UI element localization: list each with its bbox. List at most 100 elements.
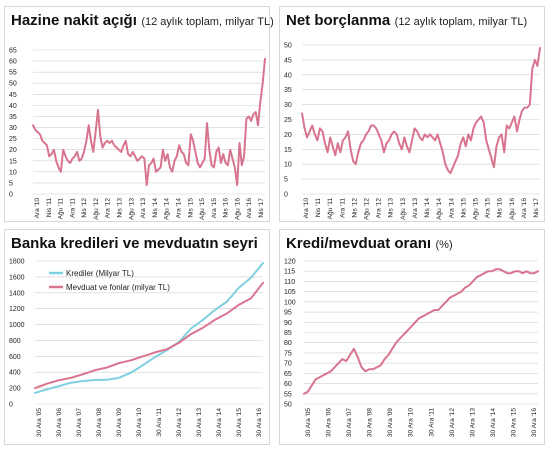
y-tick-label: 25 [9,136,17,143]
y-tick-label: 85 [284,330,292,337]
y-tick-label: 35 [284,87,292,94]
panel-hazine-nakit-acigi: Hazine nakit açığı (12 aylık toplam, mil… [4,6,274,222]
x-tick-label: 30 Ara '06 [326,408,333,437]
y-tick-label: 100 [284,299,296,306]
y-tick-label: 35 [9,114,17,121]
y-tick-label: 65 [284,371,292,378]
x-tick-label: 30 Ara '15 [236,408,243,437]
chart-title-row: Banka kredileri ve mevduatın seyri [11,235,258,253]
y-tick-label: 50 [284,43,292,50]
y-tick-label: 20 [284,132,292,139]
y-tick-label: 30 [9,125,17,132]
x-tick-label: 30 Ara '08 [96,408,103,437]
x-tick-label: Ara '11 [69,198,76,218]
y-tick-label: 600 [9,354,21,361]
y-tick-label: 0 [9,192,13,199]
chart-subtitle: (12 aylık toplam, milyar TL) [394,16,528,28]
series-line-0 [301,47,541,175]
chart-subtitle: (%) [435,239,453,251]
x-tick-label: Ara '14 [175,198,182,219]
y-tick-label: 65 [9,48,17,55]
x-tick-label: 30 Ara '14 [216,408,223,437]
x-tick-label: Ağu '15 [199,198,206,220]
x-tick-label: 30 Ara '12 [449,408,456,437]
y-tick-label: 1600 [9,274,25,281]
chart-title-row: Net borçlanma (12 aylık toplam, milyar T… [286,12,527,30]
legend-label: Mevduat ve fonlar (milyar TL) [66,283,170,292]
y-tick-label: 60 [284,381,292,388]
y-tick-label: 105 [284,289,296,296]
chart-title: Kredi/mevduat oranı [286,235,432,252]
x-tick-label: Ağu '16 [234,198,241,220]
y-tick-label: 45 [9,92,17,99]
x-tick-label: Nis '15 [187,198,194,218]
x-tick-label: Nis '16 [497,198,504,218]
x-tick-label: Nis '12 [351,198,358,218]
x-tick-label: Ağu '11 [58,198,65,220]
x-tick-label: Ara '10 [34,198,41,219]
chart-title-row: Hazine nakit açığı (12 aylık toplam, mil… [11,12,274,30]
y-tick-label: 30 [284,102,292,109]
y-tick-label: 110 [284,279,295,286]
y-tick-label: 1000 [9,322,25,329]
y-tick-label: 70 [284,361,292,368]
y-tick-label: 50 [284,402,292,409]
x-tick-label: 30 Ara '08 [367,408,374,437]
x-tick-label: 30 Ara '11 [156,408,163,437]
x-tick-label: Nis '17 [533,198,540,218]
y-tick-label: 1400 [9,290,25,297]
x-tick-label: 30 Ara '10 [136,408,143,437]
y-tick-label: 0 [9,402,13,409]
y-tick-label: 1800 [9,259,25,266]
chart-net-borclanma: 0 5 10 15 20 25 30 35 40 45 50 Ara '10 Nis '11 Ağu '1… [284,43,541,220]
y-tick-label: 120 [284,259,296,266]
series-line-0 [32,57,266,187]
y-tick-label: 200 [9,386,21,393]
x-tick-label: Ara '11 [339,198,346,218]
x-tick-label: Ara '12 [376,198,383,219]
x-tick-label: Nis '17 [258,198,265,218]
y-tick-label: 10 [9,169,17,176]
x-tick-label: 30 Ara '10 [408,408,415,437]
x-tick-label: Nis '11 [46,198,53,218]
x-tick-label: Ağu '14 [436,198,443,220]
x-tick-label: Ara '16 [521,198,528,219]
y-tick-label: 45 [284,57,292,64]
y-tick-label: 75 [284,350,292,357]
x-tick-label: 30 Ara '11 [428,408,435,437]
y-tick-label: 95 [284,310,292,317]
x-tick-label: Nis '12 [81,198,88,218]
x-tick-label: Ara '15 [211,198,218,219]
series-line-0 [34,262,264,394]
series-line-0 [303,268,539,395]
y-tick-label: 80 [284,340,292,347]
y-tick-label: 90 [284,320,292,327]
x-tick-label: Nis '13 [388,198,395,218]
x-tick-label: Ağu '13 [128,198,135,220]
x-tick-label: Nis '14 [424,198,431,218]
x-tick-label: Nis '14 [152,198,159,218]
x-tick-label: Nis '15 [460,198,467,218]
y-tick-label: 800 [9,338,21,345]
chart-title: Banka kredileri ve mevduatın seyri [11,235,258,252]
y-tick-label: 5 [9,180,13,187]
x-tick-label: Nis '11 [315,198,322,218]
panel-banka-kredileri: Banka kredileri ve mevduatın seyri 0 200 4… [4,229,270,445]
x-tick-label: 30 Ara '16 [531,408,538,437]
chart-title: Net borçlanma [286,12,391,29]
y-tick-label: 10 [284,162,292,169]
chart-subtitle: (12 aylık toplam, milyar TL) [141,16,274,28]
x-tick-label: Ara '13 [412,198,419,219]
x-tick-label: Ağu '15 [472,198,479,220]
y-tick-label: 25 [284,117,292,124]
y-tick-label: 0 [284,192,288,199]
y-tick-label: 40 [284,72,292,79]
y-tick-label: 55 [9,70,17,77]
x-tick-label: Ara '15 [485,198,492,219]
x-tick-label: 30 Ara '15 [510,408,517,437]
x-tick-label: 30 Ara '14 [490,408,497,437]
x-tick-label: Nis '16 [223,198,230,218]
panel-net-borclanma: Net borçlanma (12 aylık toplam, milyar T… [279,6,545,222]
x-tick-label: Ağu '13 [400,198,407,220]
x-tick-label: 30 Ara '09 [116,408,123,437]
